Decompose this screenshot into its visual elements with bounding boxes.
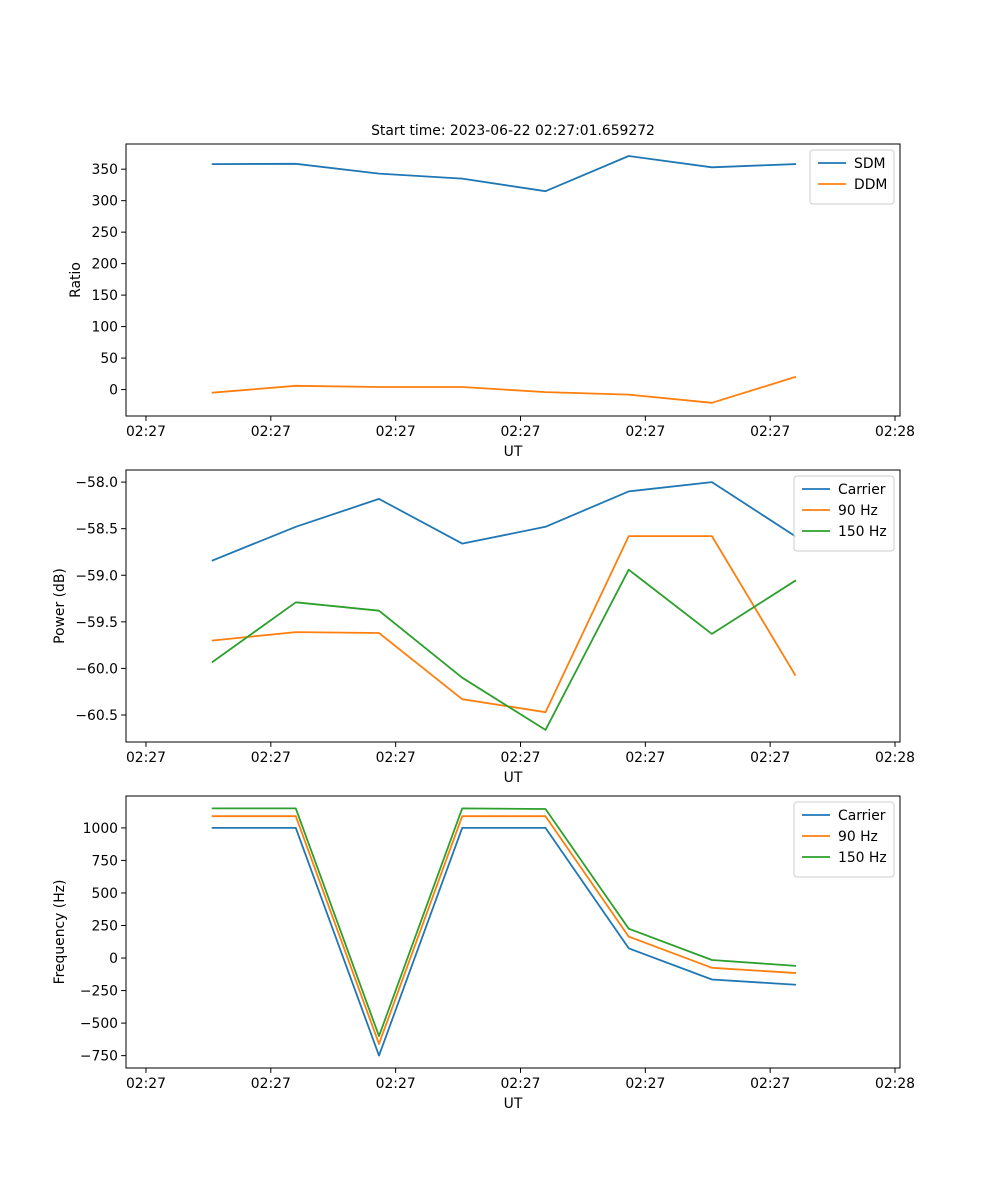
subplot-frequency: 02:27 02:27 02:27 02:27 02:27 02:27 02:28 −750 −… [52,795,915,1112]
x-tick-label: 02:28 [875,424,915,440]
plot-area [125,795,901,1069]
y-tick-label: −750 [80,1049,118,1065]
series-line-90-hz [211,535,797,714]
x-axis-label: UT [504,444,523,460]
y-axis-label: Ratio [68,262,84,298]
y-tick-label: 0 [109,383,118,399]
y-tick-label: −58.5 [75,522,118,538]
y-tick-label: −58.0 [75,475,118,491]
series-line-90-hz [211,815,797,1045]
legend-label: DDM [854,177,887,193]
y-tick-label: 300 [91,194,118,210]
x-axis-label: UT [504,1096,523,1112]
y-tick-label: 250 [91,225,118,241]
x-tick-label: 02:27 [500,1076,540,1092]
x-tick-label: 02:27 [625,750,665,766]
series-line-150-hz [211,568,797,731]
y-tick-label: 1000 [83,821,118,837]
y-tick-label: −250 [80,984,118,1000]
y-tick-label: −500 [80,1016,118,1032]
series-line-ddm [211,375,797,404]
x-tick-label: 02:27 [251,1076,291,1092]
legend-label: SDM [854,156,886,172]
x-tick-label: 02:27 [625,1076,665,1092]
y-tick-label: 200 [91,257,118,273]
series-line-sdm [211,155,797,193]
subplot-power: 02:27 02:27 02:27 02:27 02:27 02:27 02:28 −60.5… [52,469,915,786]
y-tick-label: 150 [91,288,118,304]
plot-area [125,469,901,743]
y-axis-label: Frequency (Hz) [52,880,68,985]
y-tick-label: −59.5 [75,615,118,631]
x-tick-label: 02:27 [126,424,166,440]
x-tick-label: 02:27 [126,1076,166,1092]
x-tick-label: 02:27 [376,1076,416,1092]
x-tick-label: 02:27 [750,424,790,440]
x-tick-label: 02:27 [625,424,665,440]
x-tick-label: 02:27 [500,750,540,766]
y-tick-label: 250 [91,918,118,934]
y-tick-label: 500 [91,886,118,902]
y-tick-label: −60.0 [75,661,118,677]
x-tick-label: 02:28 [875,750,915,766]
y-tick-label: 100 [91,320,118,336]
x-tick-label: 02:27 [376,424,416,440]
x-tick-label: 02:27 [750,750,790,766]
y-tick-label: 0 [109,951,118,967]
x-tick-label: 02:27 [376,750,416,766]
legend-label: 90 Hz [838,829,878,845]
y-tick-label: −59.0 [75,568,118,584]
legend-label: 150 Hz [838,524,887,540]
y-tick-label: 50 [100,351,118,367]
x-axis-label: UT [504,770,523,786]
x-tick-label: 02:27 [126,750,166,766]
series-line-carrier [211,827,797,1057]
figure-title: Start time: 2023-06-22 02:27:01.659272 [371,123,655,139]
legend-label: 90 Hz [838,503,878,519]
legend [793,475,895,552]
x-tick-label: 02:27 [251,424,291,440]
legend-label: Carrier [838,808,886,824]
plot-area [125,143,901,417]
x-tick-label: 02:28 [875,1076,915,1092]
legend-label: 150 Hz [838,850,887,866]
legend [793,801,895,878]
series-line-150-hz [211,807,797,1037]
subplot-ratio: 02:27 02:27 02:27 02:27 02:27 02:27 02:28 0 50 10… [68,143,915,460]
legend-label: Carrier [838,482,886,498]
y-tick-label: 350 [91,162,118,178]
series-line-carrier [211,481,797,562]
x-tick-label: 02:27 [500,424,540,440]
y-tick-label: 750 [91,853,118,869]
y-axis-label: Power (dB) [52,568,68,644]
y-tick-label: −60.5 [75,708,118,724]
x-tick-label: 02:27 [750,1076,790,1092]
x-tick-label: 02:27 [251,750,291,766]
